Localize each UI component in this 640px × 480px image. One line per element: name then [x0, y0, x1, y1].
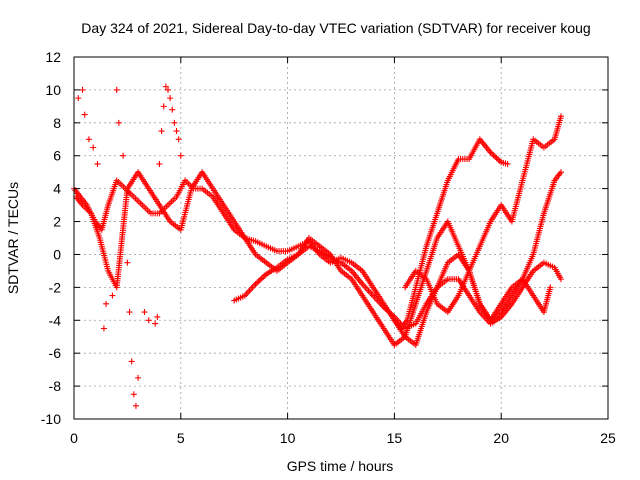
x-tick-label: 0 — [70, 430, 78, 446]
series-track-5 — [391, 169, 565, 348]
data-point — [141, 309, 148, 316]
data-point — [164, 86, 171, 93]
data-point — [156, 160, 163, 167]
data-point — [158, 128, 165, 135]
data-point — [171, 119, 178, 126]
series-track-2 — [73, 169, 554, 348]
y-axis-label: SDTVAR / TECUs — [5, 182, 21, 294]
data-point — [90, 144, 97, 151]
data-point — [79, 86, 86, 93]
x-axis-label: GPS time / hours — [287, 458, 394, 474]
data-point — [115, 119, 122, 126]
y-tick-label: -10 — [41, 411, 61, 427]
data-point — [504, 160, 511, 167]
plot-frame — [73, 56, 609, 420]
data-point — [113, 86, 120, 93]
chart-title: Day 324 of 2021, Sidereal Day-to-day VTE… — [81, 20, 590, 36]
data-point — [130, 391, 137, 398]
data-point — [126, 309, 133, 316]
data-point — [558, 113, 565, 120]
data-points — [71, 83, 565, 409]
y-tick-label: -8 — [49, 378, 62, 394]
y-tick-label: 8 — [53, 115, 61, 131]
gridlines — [74, 57, 608, 419]
x-tick-label: 10 — [280, 430, 296, 446]
x-tick-label: 20 — [493, 430, 509, 446]
data-point — [135, 374, 142, 381]
x-tick-label: 15 — [387, 430, 403, 446]
data-point — [167, 95, 174, 102]
y-tick-label: 10 — [45, 82, 61, 98]
data-point — [100, 325, 107, 332]
data-point — [490, 152, 497, 159]
data-point — [85, 136, 92, 143]
x-tick-label: 5 — [177, 430, 185, 446]
data-point — [162, 83, 169, 90]
data-point — [558, 169, 565, 176]
data-point — [258, 275, 265, 282]
data-point — [169, 106, 176, 113]
axis-ticks: -10 -8 -6 -4 -2 0 2 4 6 8 10 12 0 5 10 15 20 25 — [41, 49, 616, 446]
y-tick-label: 12 — [45, 49, 61, 65]
data-point — [160, 103, 167, 110]
data-point — [177, 152, 184, 159]
x-tick-label: 25 — [600, 430, 616, 446]
data-point — [75, 95, 82, 102]
y-tick-label: 0 — [53, 246, 61, 262]
data-point — [145, 317, 152, 324]
data-point — [103, 300, 110, 307]
y-tick-label: 6 — [53, 148, 61, 164]
y-tick-label: 4 — [53, 181, 61, 197]
y-tick-label: -2 — [49, 279, 62, 295]
data-point — [492, 153, 499, 160]
data-point — [120, 152, 127, 159]
data-point — [255, 278, 262, 285]
data-point — [257, 276, 264, 283]
y-tick-label: -6 — [49, 345, 62, 361]
data-point — [547, 284, 554, 291]
data-point — [254, 279, 261, 286]
data-point — [495, 156, 502, 163]
data-point — [124, 259, 131, 266]
data-point — [132, 402, 139, 409]
series-track-4 — [402, 113, 565, 316]
data-point — [154, 313, 161, 320]
data-point — [152, 320, 159, 327]
data-point — [109, 292, 116, 299]
data-point — [128, 358, 135, 365]
y-tick-label: -4 — [49, 312, 62, 328]
data-point — [173, 128, 180, 135]
data-point — [81, 111, 88, 118]
y-tick-label: 2 — [53, 214, 61, 230]
series-track-1 — [71, 136, 511, 332]
series-early-scatter — [75, 83, 184, 409]
data-point — [175, 136, 182, 143]
data-point — [260, 274, 267, 281]
data-point — [558, 276, 565, 283]
data-point — [94, 160, 101, 167]
series-track-3 — [231, 243, 565, 332]
